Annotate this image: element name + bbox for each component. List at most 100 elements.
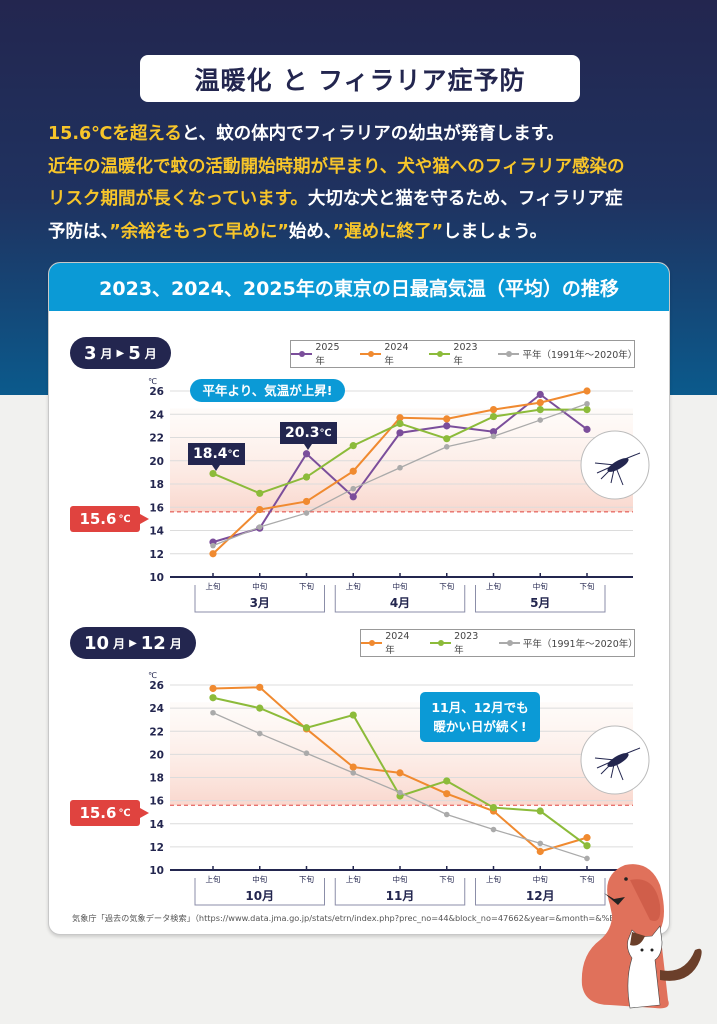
legend-item: 2024年 <box>360 342 417 367</box>
callout-value: 18.4 <box>193 446 228 462</box>
data-point-normal <box>350 770 357 776</box>
data-point-2023 <box>349 711 357 719</box>
y-tick-label: 14 <box>149 526 164 538</box>
annotation-note: 11月、12月でも 暖かい日が続く! <box>420 692 540 742</box>
y-tick-label: 10 <box>149 865 164 877</box>
legend-item: 平年（1991年〜2020年） <box>498 636 638 650</box>
legend-label: 2023年 <box>454 630 479 656</box>
intro-text: 15.6℃を超えると、蚊の体内でフィラリアの幼虫が発育します。 近年の温暖化で蚊… <box>48 118 688 248</box>
data-point-normal <box>584 400 590 407</box>
data-point-2023 <box>489 803 498 812</box>
data-point-2023 <box>536 406 544 414</box>
mosquito-body <box>607 458 629 472</box>
period-unit: 月 <box>144 346 157 361</box>
threshold-value: 15.6 <box>79 510 117 528</box>
intro-text-line: しましょう。 <box>443 221 548 242</box>
data-point-2023 <box>256 704 264 712</box>
intro-highlight: ”余裕をもって早めに” <box>109 221 289 242</box>
x-tick-label: 上旬 <box>206 874 221 884</box>
data-point-2024 <box>302 497 311 506</box>
month-label: 3月 <box>250 596 270 610</box>
data-point-2023 <box>256 489 264 497</box>
x-tick-label: 上旬 <box>486 581 501 591</box>
x-tick-label: 中旬 <box>393 874 408 884</box>
legend-swatch <box>360 350 382 357</box>
data-point-2025 <box>396 429 404 437</box>
y-tick-label: 12 <box>149 842 164 854</box>
intro-highlight: リスク期間が長くなっています。 <box>48 189 308 209</box>
mosquito-icon <box>580 430 650 500</box>
month-bracket <box>194 878 325 906</box>
warm-band <box>170 702 633 806</box>
y-tick-label: 16 <box>149 796 164 808</box>
callout-value: 20.3 <box>285 425 320 441</box>
data-point-normal <box>397 789 403 796</box>
data-point-2024 <box>349 763 357 771</box>
legend-label: 2024年 <box>384 341 409 367</box>
y-tick-label: 22 <box>149 726 164 738</box>
month-bracket <box>334 585 466 613</box>
data-point-2023 <box>396 419 404 428</box>
threshold-unit: ℃ <box>118 513 131 525</box>
triangle-right-icon: ▶ <box>116 347 125 359</box>
data-point-normal <box>303 510 310 516</box>
note-line: 暖かい日が続く! <box>433 719 527 734</box>
data-point-normal <box>256 730 263 737</box>
legend-swatch <box>361 639 383 646</box>
data-point-2024 <box>349 467 357 475</box>
mosquito-leg <box>610 464 616 484</box>
y-axis-unit: ℃ <box>148 377 157 386</box>
threshold-value: 15.6 <box>79 804 117 822</box>
legend-swatch <box>291 350 313 357</box>
x-tick-label: 下旬 <box>580 581 595 591</box>
legend-swatch <box>429 350 451 357</box>
y-tick-label: 12 <box>149 549 164 561</box>
data-point-2024 <box>256 505 264 514</box>
period-from: 10 <box>84 632 110 654</box>
x-tick-label: 下旬 <box>580 874 595 884</box>
period-unit: 月 <box>113 636 126 651</box>
callout-unit: ℃ <box>319 427 332 439</box>
data-point-normal <box>256 524 263 530</box>
x-tick-label: 上旬 <box>346 874 361 884</box>
y-tick-label: 14 <box>149 819 164 831</box>
data-point-2023 <box>489 412 498 421</box>
x-tick-label: 下旬 <box>299 581 314 591</box>
data-point-2024 <box>396 769 404 777</box>
value-callout: 18.4 ℃ <box>188 443 245 471</box>
intro-text-line: と、蚊の体内でフィラリアの幼虫が発育します。 <box>181 124 565 144</box>
data-point-2024 <box>536 399 544 407</box>
y-axis-unit: ℃ <box>148 671 157 680</box>
data-point-normal <box>537 417 544 423</box>
data-point-2023 <box>583 842 591 850</box>
mosquito-leg <box>594 757 616 761</box>
x-tick-label: 下旬 <box>299 874 314 884</box>
data-point-2023 <box>349 442 357 450</box>
legend-item: 平年（1991年〜2020年） <box>498 347 637 361</box>
line-chart: 10 12 14 16 18 20 22 24 26℃ 上旬 中旬 下旬 上旬 中旬 下旬 上旬 中旬 下旬 10月… <box>148 671 650 906</box>
mosquito-leg <box>596 464 616 474</box>
data-point-2024 <box>583 387 591 395</box>
data-point-2024 <box>536 847 544 856</box>
mosquito-leg <box>596 759 616 769</box>
mosquito-body <box>607 753 629 767</box>
page-title: 温暖化 と フィラリア症予防 <box>140 55 580 102</box>
data-point-2025 <box>536 390 544 399</box>
x-tick-label: 上旬 <box>346 581 361 591</box>
mosquito-leg <box>600 759 616 775</box>
legend: 2025年 2024年 2023年 平年（1991年〜2020年） <box>290 340 637 368</box>
legend-swatch <box>498 350 520 357</box>
y-tick-label: 18 <box>149 773 164 785</box>
data-point-normal <box>350 485 357 492</box>
data-point-2025 <box>443 422 451 430</box>
y-tick-label: 24 <box>149 409 164 421</box>
month-label: 10月 <box>245 889 274 903</box>
legend-item: 2023年 <box>429 342 486 367</box>
data-point-normal <box>303 750 310 757</box>
data-point-2024 <box>209 684 217 693</box>
x-tick-label: 中旬 <box>252 874 267 884</box>
month-label: 12月 <box>526 889 555 903</box>
data-point-normal <box>397 464 403 471</box>
